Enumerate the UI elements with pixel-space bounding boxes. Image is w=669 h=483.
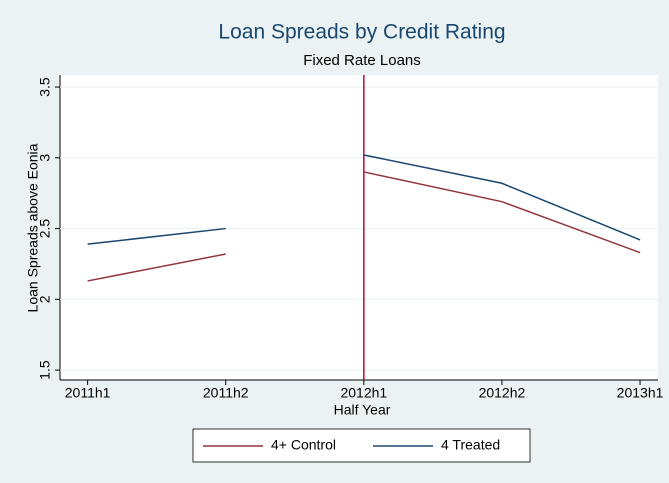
- y-tick-label: 1.5: [37, 360, 53, 380]
- series-line: [87, 227, 226, 245]
- series-line: [87, 253, 226, 282]
- legend-label: 4+ Control: [271, 437, 336, 453]
- x-tick-label: 2012h2: [479, 385, 526, 401]
- chart-subtitle: Fixed Rate Loans: [303, 52, 421, 69]
- x-tick-label: 2011h2: [203, 385, 249, 401]
- x-tick-label: 2012h1: [340, 385, 387, 401]
- series-line: [363, 171, 641, 254]
- legend-label: 4 Treated: [441, 437, 500, 453]
- y-tick-label: 3.5: [37, 77, 53, 97]
- y-tick-label: 2: [37, 295, 53, 303]
- y-tick-label: 3: [37, 154, 53, 162]
- chart-title: Loan Spreads by Credit Rating: [218, 21, 505, 44]
- y-tick-label: 2.5: [37, 219, 53, 239]
- y-axis-label: Loan Spreads above Eonia: [25, 143, 41, 312]
- series-line: [363, 154, 641, 241]
- x-axis-label: Half Year: [334, 402, 391, 418]
- x-tick-label: 2011h1: [65, 385, 111, 401]
- x-tick-label: 2013h1: [617, 385, 664, 401]
- plot-area: [60, 75, 658, 380]
